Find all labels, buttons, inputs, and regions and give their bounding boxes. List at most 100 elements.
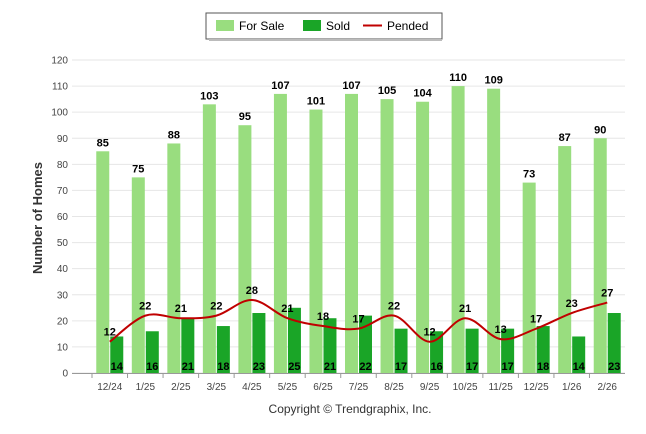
legend: For Sale Sold Pended xyxy=(205,12,443,41)
pended-label: 18 xyxy=(317,311,329,323)
pended-series-line xyxy=(109,298,608,343)
sold-bar xyxy=(607,313,621,373)
sold-label: 18 xyxy=(217,361,229,373)
for-sale-label: 75 xyxy=(132,163,144,175)
pended-label: 12 xyxy=(104,327,116,339)
for-sale-label: 104 xyxy=(413,88,432,100)
for-sale-bar xyxy=(273,93,287,374)
sold-label: 18 xyxy=(537,361,549,373)
sold-label: 17 xyxy=(395,361,407,373)
for-sale-label: 95 xyxy=(239,111,251,123)
for-sale-label: 85 xyxy=(97,137,109,149)
x-tick-label: 11/25 xyxy=(488,382,513,393)
sold-label: 23 xyxy=(608,361,620,373)
sold-bar xyxy=(252,313,266,373)
for-sale-label: 107 xyxy=(342,80,360,92)
sold-bar xyxy=(323,318,337,373)
for-sale-bar xyxy=(487,88,501,374)
pended-label: 17 xyxy=(352,314,364,326)
sold-bar xyxy=(394,328,408,373)
for-sale-label: 88 xyxy=(168,129,180,141)
y-tick-label: 120 xyxy=(51,56,68,67)
for-sale-label: 107 xyxy=(271,80,289,92)
x-tick-label: 6/25 xyxy=(313,382,333,393)
legend-swatch-for-sale xyxy=(216,20,234,31)
legend-swatch-sold xyxy=(303,20,321,31)
pended-label: 13 xyxy=(495,324,507,336)
y-tick-label: 80 xyxy=(57,160,69,171)
for-sale-label: 90 xyxy=(594,124,606,136)
y-tick-label: 110 xyxy=(52,82,68,93)
sold-bar xyxy=(181,318,195,373)
y-tick-label: 0 xyxy=(62,369,68,380)
x-tick-label: 9/25 xyxy=(420,382,440,393)
sold-label: 14 xyxy=(573,361,586,373)
sold-label: 21 xyxy=(324,361,336,373)
y-tick-label: 10 xyxy=(57,342,69,353)
for-sale-bar xyxy=(309,109,323,373)
x-tick-label: 12/24 xyxy=(97,382,122,393)
pended-label: 21 xyxy=(281,303,293,315)
pended-label: 21 xyxy=(175,303,187,315)
x-tick-label: 12/25 xyxy=(524,382,549,393)
pended-label: 17 xyxy=(530,314,542,326)
pended-label: 22 xyxy=(139,301,151,313)
x-tick-label: 1/26 xyxy=(562,382,582,393)
for-sale-bar xyxy=(131,177,145,373)
x-tick-label: 4/25 xyxy=(242,382,262,393)
sold-bar xyxy=(287,307,301,373)
sold-label: 16 xyxy=(430,361,442,373)
for-sale-bar xyxy=(202,104,216,373)
for-sale-bar xyxy=(345,93,358,374)
sold-bar xyxy=(145,331,159,373)
legend-label-sold: Sold xyxy=(326,19,350,33)
y-tick-label: 40 xyxy=(57,264,69,275)
sold-label: 17 xyxy=(502,361,514,373)
data-labels: 85 14 75 16 88 21 103 18 95 23 107 25 101 21 107 22 105 1… xyxy=(97,72,621,373)
x-tick-label: 1/25 xyxy=(136,382,156,393)
x-tick-label: 3/25 xyxy=(207,382,227,393)
sold-bar xyxy=(216,326,230,373)
pended-label: 27 xyxy=(601,288,613,300)
sold-bar xyxy=(536,326,550,373)
sold-bar xyxy=(572,336,586,373)
for-sale-label: 101 xyxy=(307,96,325,108)
for-sale-bar xyxy=(380,99,394,373)
x-tick-label: 7/25 xyxy=(349,382,369,393)
sold-label: 14 xyxy=(111,361,124,373)
for-sale-bar xyxy=(416,101,430,373)
sold-label: 23 xyxy=(253,361,265,373)
sold-bar xyxy=(359,315,372,373)
y-tick-label: 30 xyxy=(57,290,69,301)
y-axis-label: Number of Homes xyxy=(30,162,45,274)
y-tick-label: 50 xyxy=(57,238,69,249)
copyright-text: Copyright © Trendgraphix, Inc. xyxy=(269,402,432,416)
for-sale-label: 109 xyxy=(484,75,502,87)
pended-label: 23 xyxy=(566,298,578,310)
for-sale-bar xyxy=(96,151,110,373)
for-sale-bar xyxy=(167,143,181,373)
sold-label: 25 xyxy=(288,361,300,373)
sold-bar xyxy=(110,336,124,373)
for-sale-label: 105 xyxy=(378,85,396,97)
y-tick-label: 90 xyxy=(57,134,69,145)
for-sale-label: 110 xyxy=(449,72,467,84)
y-tick-label: 60 xyxy=(57,212,69,223)
for-sale-bar xyxy=(451,86,465,373)
y-tick-label: 20 xyxy=(57,316,69,327)
for-sale-bar xyxy=(593,138,607,373)
legend-label-for-sale: For Sale xyxy=(239,19,285,33)
pended-label: 21 xyxy=(459,303,471,315)
for-sale-label: 73 xyxy=(523,169,535,181)
for-sale-bar xyxy=(558,146,572,373)
pended-label: 28 xyxy=(246,285,258,297)
x-tick-label: 10/25 xyxy=(453,382,478,393)
x-tick-label: 2/25 xyxy=(171,382,191,393)
pended-label: 12 xyxy=(423,327,435,339)
x-tick-label: 5/25 xyxy=(278,382,298,393)
y-tick-label: 100 xyxy=(51,108,68,119)
for-sale-label: 87 xyxy=(559,132,571,144)
for-sale-bar xyxy=(522,182,536,373)
axes: 0 10 20 30 40 50 60 70 80 90 100 110 120 12/24 1/25 2/2… xyxy=(51,56,625,393)
